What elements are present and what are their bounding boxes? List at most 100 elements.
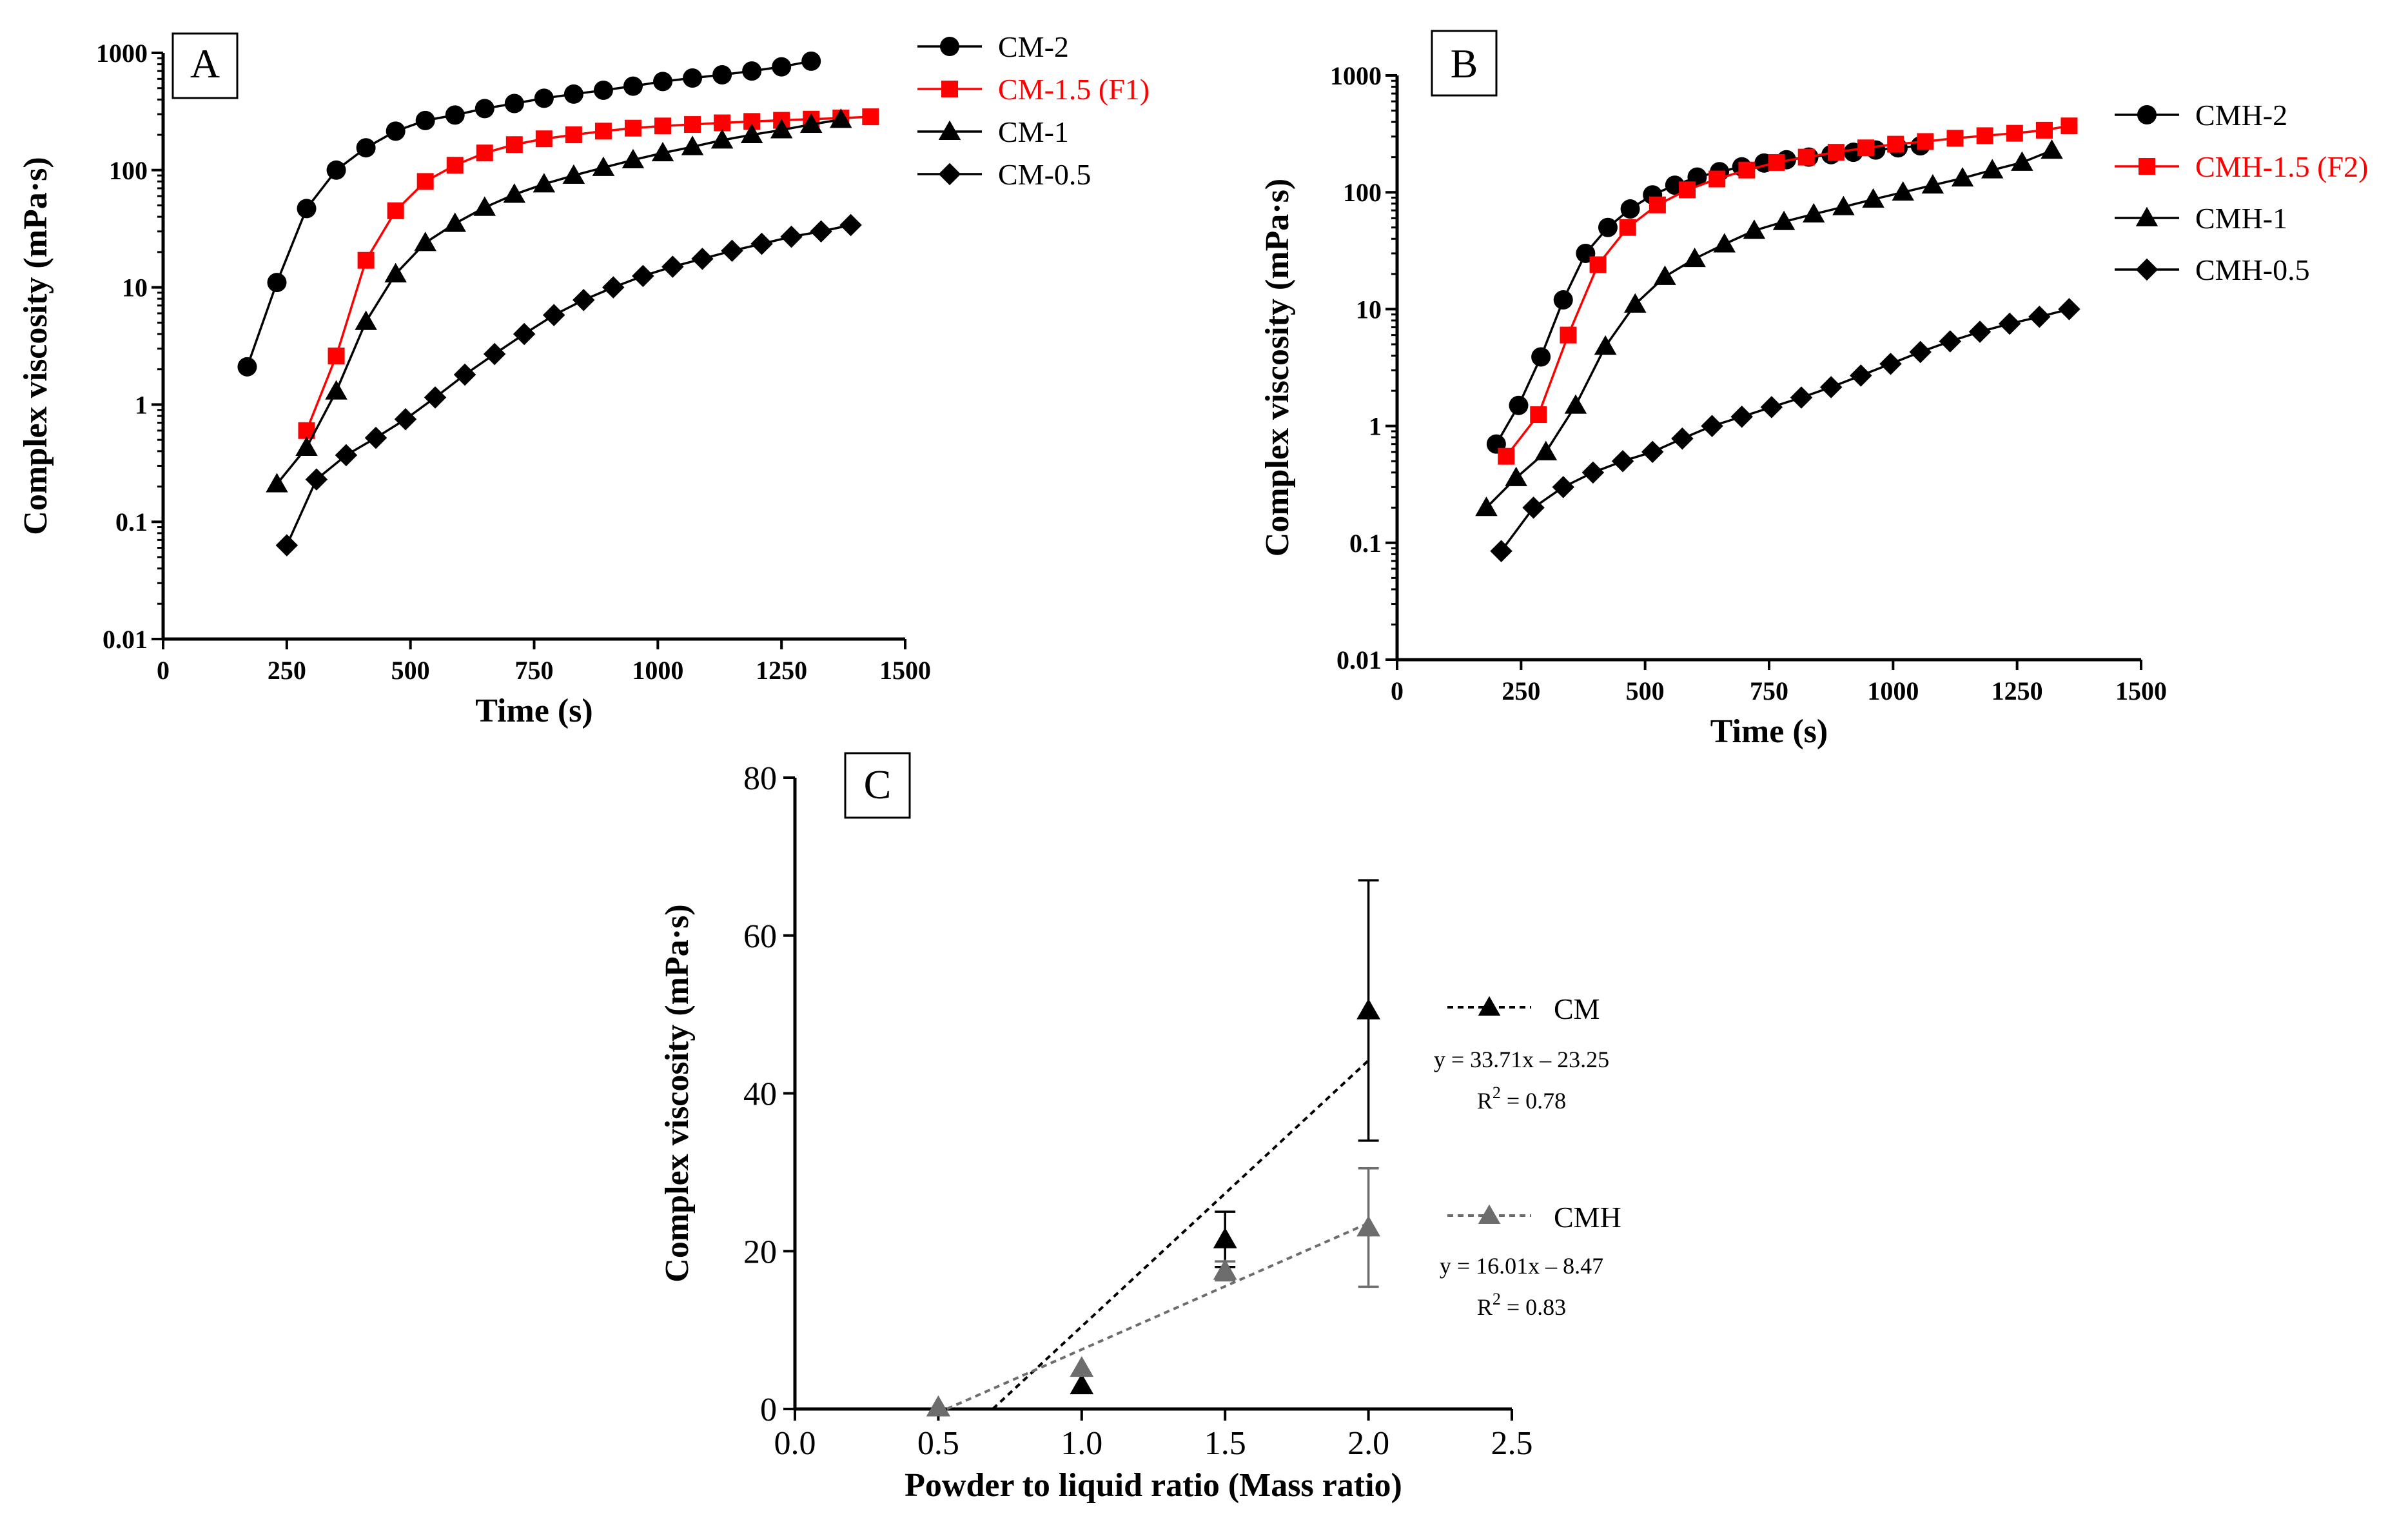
x-axis-title: Time (s) (475, 693, 592, 729)
data-point (562, 164, 585, 184)
data-point (1892, 181, 1914, 201)
data-point (772, 57, 792, 77)
panel-a: A 0 250 500 750 1000 1250 1500 0.01 0.1 1 10 100 100… (17, 30, 1150, 729)
data-point (1598, 217, 1618, 237)
data-point (267, 273, 287, 293)
data-point (1968, 320, 1992, 343)
legend-label: CMH-1.5 (F2) (2195, 150, 2368, 183)
x-tick-label: 1250 (1992, 676, 2043, 705)
x-tick-label: 1500 (879, 656, 931, 685)
data-point (1594, 335, 1617, 355)
data-point (714, 114, 731, 132)
data-point (721, 239, 743, 262)
data-point (1760, 396, 1783, 419)
data-point (1530, 406, 1547, 424)
data-point (387, 202, 404, 219)
legend-marker (2137, 105, 2157, 124)
data-point (1827, 144, 1845, 161)
data-point (593, 80, 613, 100)
data-point (1654, 265, 1676, 285)
data-point (1951, 167, 1974, 187)
data-point (654, 117, 672, 135)
x-tick-label: 0.0 (774, 1425, 816, 1462)
x-tick-label: 1.5 (1204, 1425, 1246, 1462)
data-point (681, 135, 704, 155)
legend-label: CM-1 (998, 115, 1069, 148)
legend-label: CM-2 (998, 30, 1069, 63)
data-point (1619, 219, 1636, 236)
series-cmh-1 (1475, 139, 2063, 517)
x-axis-title: Powder to liquid ratio (Mass ratio) (905, 1467, 1402, 1504)
data-point (622, 148, 645, 169)
legend-marker (938, 120, 961, 140)
legend-label: CMH-0.5 (2195, 253, 2310, 286)
data-point (829, 108, 852, 128)
data-point (1553, 290, 1573, 310)
fit-r2: R2 = 0.83 (1477, 1290, 1566, 1320)
data-point (1772, 210, 1796, 230)
data-point (533, 173, 556, 193)
legend-marker (1478, 1204, 1501, 1224)
data-point (1624, 293, 1647, 313)
data-point (2061, 117, 2078, 135)
data-point (810, 220, 832, 243)
data-point (414, 232, 436, 251)
data-point (534, 88, 554, 108)
x-tick-label: 250 (1502, 676, 1540, 705)
data-point (623, 76, 643, 96)
data-point (446, 157, 464, 174)
legend-label: CMH-2 (2195, 99, 2287, 132)
data-point (563, 84, 583, 104)
data-point (651, 141, 674, 162)
data-point (2006, 124, 2023, 142)
data-point (328, 347, 345, 364)
data-point (1534, 440, 1558, 460)
fit-r2: R2 = 0.78 (1477, 1083, 1566, 1114)
data-point (305, 468, 328, 491)
data-point (1976, 127, 1993, 144)
data-point (862, 108, 879, 126)
data-point (1790, 386, 1813, 409)
data-point (691, 248, 714, 270)
series-line (246, 60, 812, 368)
panel-c: C 0.0 0.5 1.0 1.5 2.0 2.5 0 20 40 60 80 Powder to l… (659, 752, 1621, 1504)
data-point (661, 255, 684, 278)
r2-prefix: R (1477, 1294, 1493, 1320)
data-point (1356, 998, 1380, 1020)
data-point (1857, 139, 1875, 157)
data-point (1998, 312, 2021, 335)
data-point (1879, 353, 1902, 375)
data-point (1649, 196, 1666, 213)
x-tick-label: 2.0 (1347, 1425, 1389, 1462)
data-point (445, 105, 465, 125)
legend-label: CM-0.5 (998, 158, 1091, 191)
data-point (1611, 449, 1634, 473)
data-point (503, 183, 526, 203)
y-tick-label: 1 (135, 390, 148, 419)
data-point (632, 264, 654, 288)
data-point (453, 363, 476, 386)
x-tick-label: 1000 (632, 656, 683, 685)
data-point (780, 225, 803, 248)
data-point (1620, 199, 1640, 219)
data-point (1679, 181, 1696, 199)
series-cmh-1-5-f2- (1498, 117, 2078, 465)
data-point (801, 51, 821, 71)
data-point (1819, 376, 1843, 399)
data-point (770, 119, 793, 139)
y-tick-label: 0.01 (103, 625, 148, 654)
fit-equation: y = 16.01x – 8.47 (1440, 1253, 1603, 1279)
legend-label: CM-1.5 (F1) (998, 73, 1150, 106)
data-point (1768, 153, 1785, 171)
data-point (1641, 440, 1664, 464)
data-point (266, 473, 288, 493)
data-point (2041, 139, 2063, 159)
data-point (297, 199, 317, 219)
series-cmh-2 (1486, 136, 1930, 454)
data-point (504, 94, 524, 113)
data-point (1356, 1216, 1380, 1237)
data-point (1531, 347, 1551, 367)
series-cm-0-5 (275, 213, 862, 557)
r2-value: = 0.78 (1501, 1088, 1566, 1114)
